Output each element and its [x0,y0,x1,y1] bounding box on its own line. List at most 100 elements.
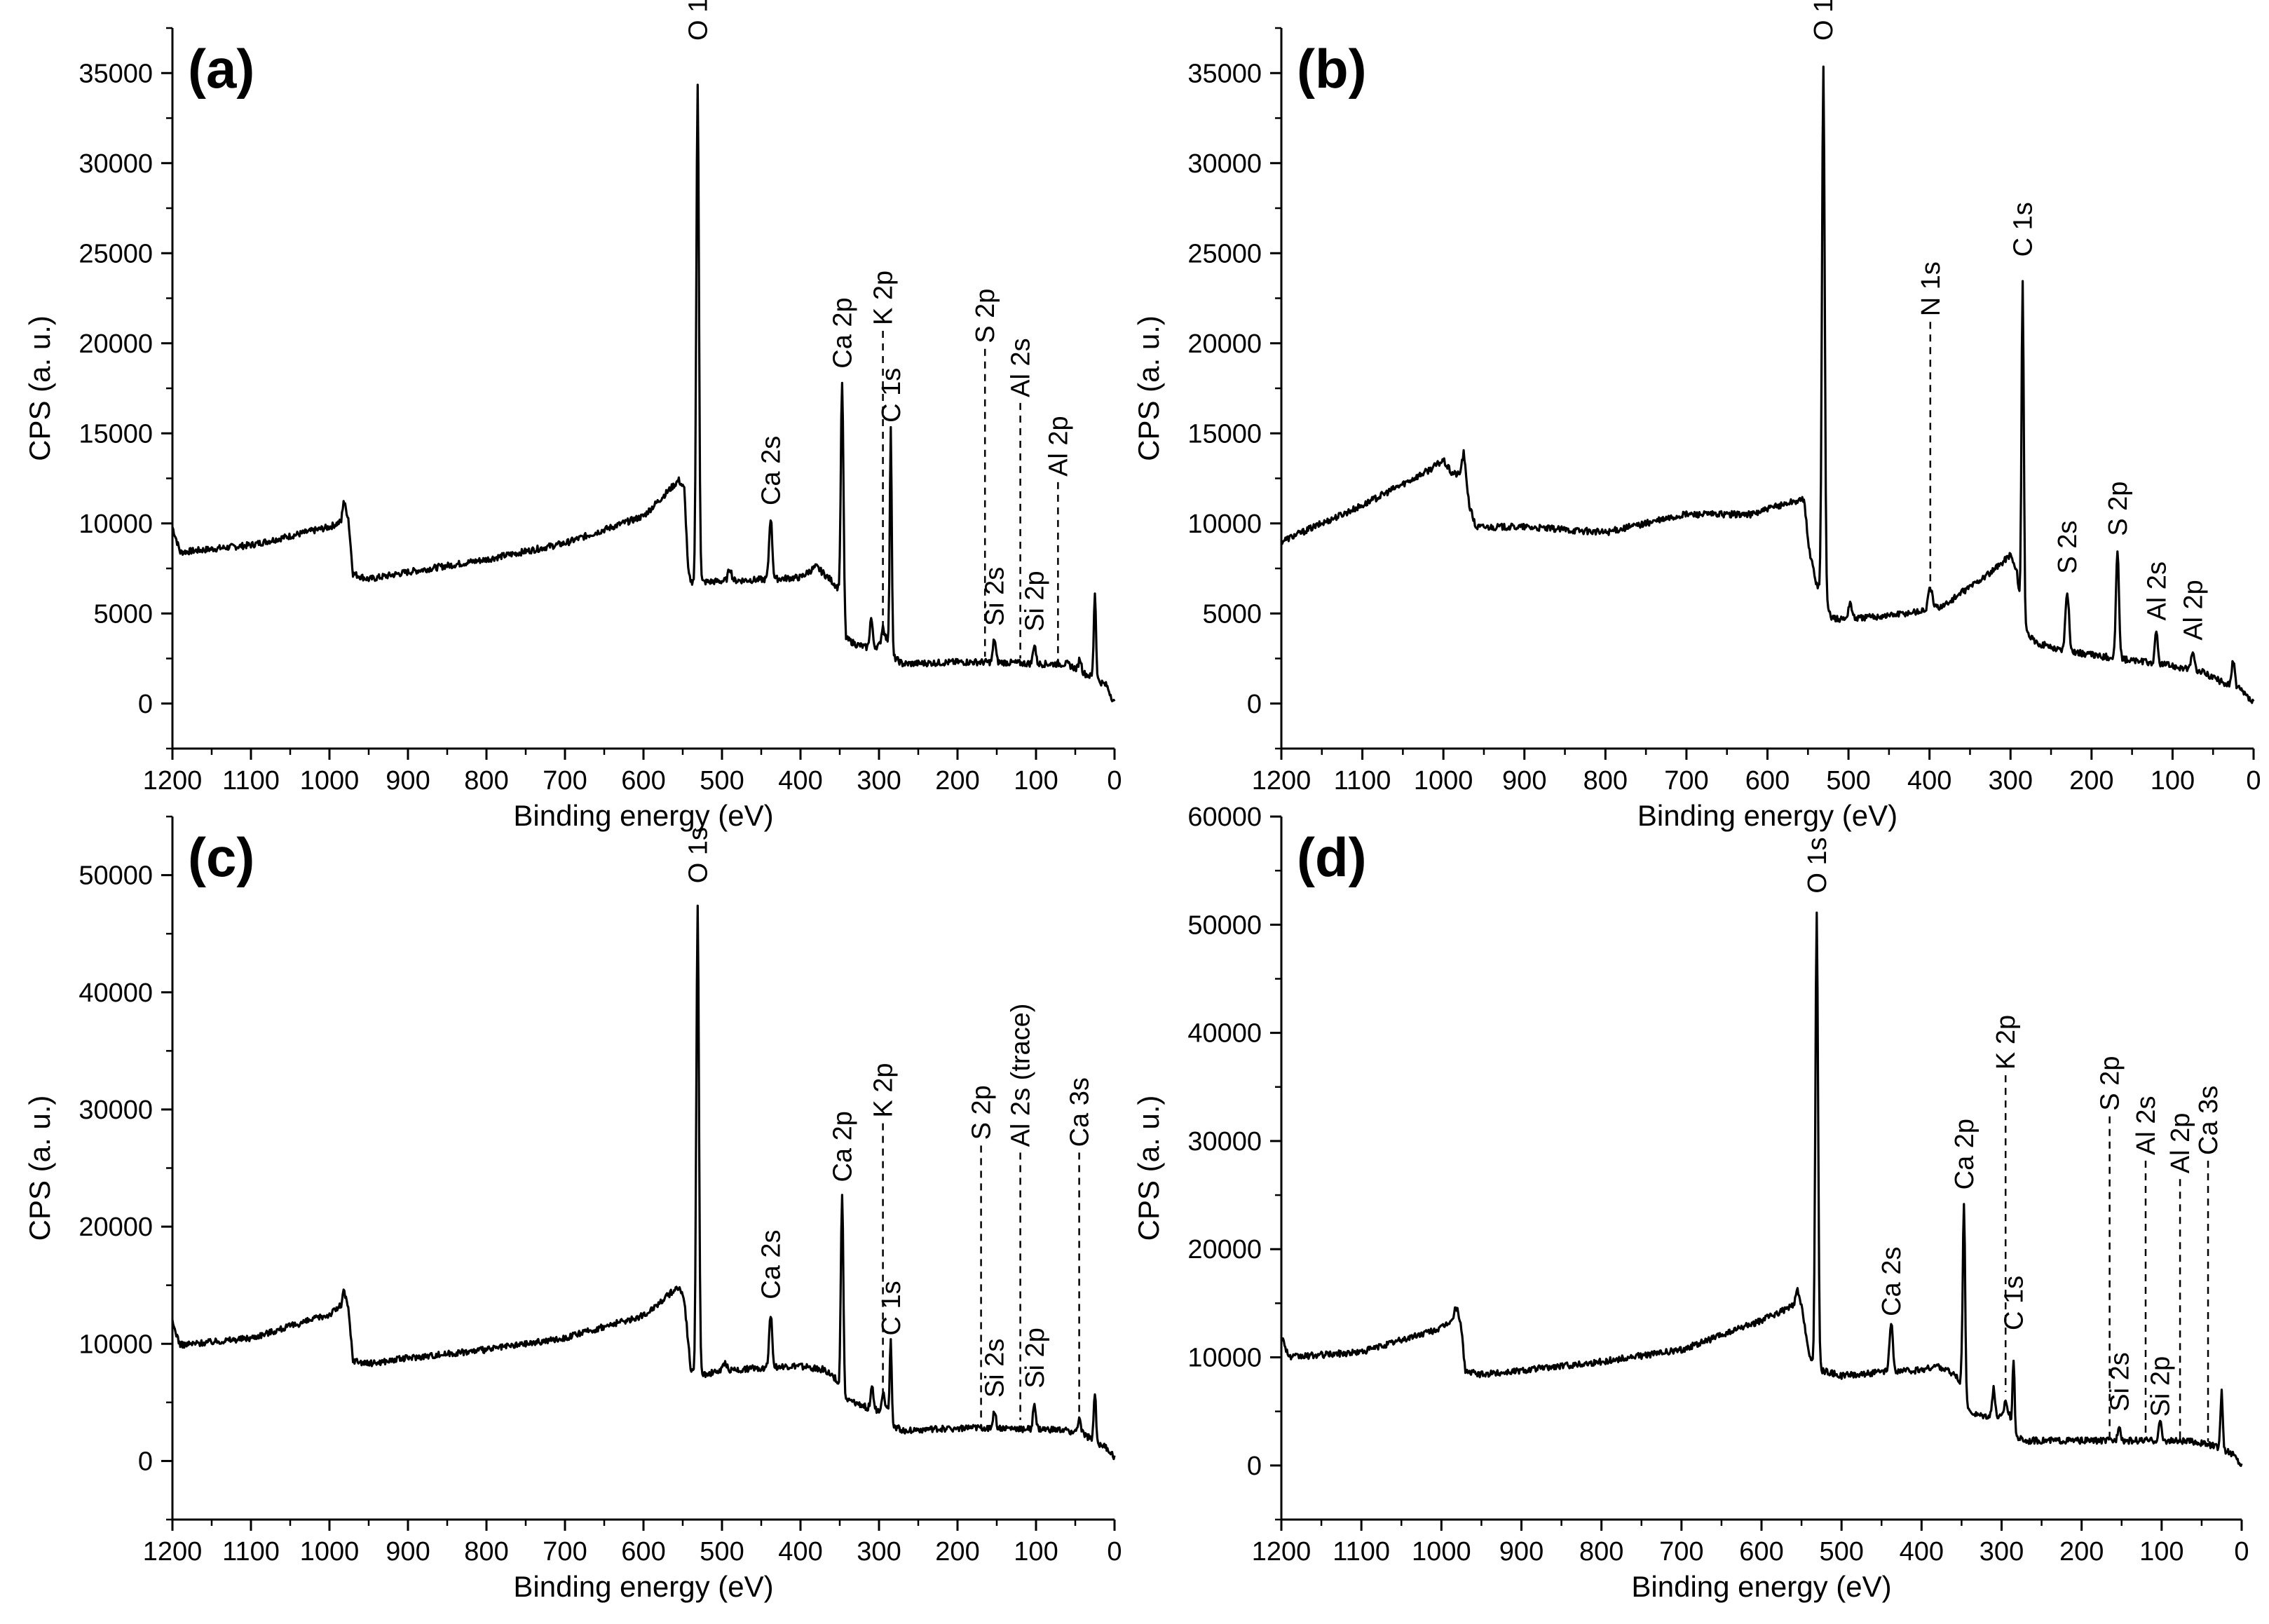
peak-label-o-1s: O 1s [683,0,713,41]
y-tick-label: 35000 [79,59,153,88]
x-tick-label: 200 [935,766,979,796]
peak-label-ca-2s: Ca 2s [1877,1247,1907,1316]
x-tick-label: 500 [700,766,744,796]
x-tick-label: 700 [1659,1537,1703,1567]
y-tick-label: 50000 [79,861,153,891]
x-tick-label: 1000 [1412,1537,1471,1567]
peak-label-al-2p: Al 2p [2166,1113,2195,1174]
peak-label-ca-3s: Ca 3s [2194,1086,2223,1155]
y-axis-title: CPS (a. u.) [1132,315,1165,461]
peak-label-k-2p: K 2p [1991,1015,2021,1070]
peak-label-ca-2p: Ca 2p [828,297,857,368]
x-tick-label: 700 [543,1537,587,1567]
y-tick-label: 25000 [1187,239,1262,268]
y-tick-label: 5000 [93,599,153,629]
peak-label-ca-2s: Ca 2s [756,436,786,505]
x-tick-label: 1200 [143,1537,203,1567]
x-tick-label: 800 [1579,1537,1623,1567]
peak-label-si-2p: Si 2p [1021,1328,1050,1388]
peak-label-k-2p: K 2p [869,1063,899,1117]
x-tick-label: 100 [1014,1537,1058,1567]
x-tick-label: 1000 [300,766,360,796]
y-tick-label: 20000 [79,329,153,359]
spectrum-line [171,904,1116,1461]
peak-label-c-1s: C 1s [877,368,906,423]
y-axis-title: CPS (a. u.) [23,315,56,461]
peak-label-s-2p: S 2p [2104,482,2133,536]
y-axis-title: CPS (a. u.) [1132,1096,1165,1241]
peak-label-ca-2p: Ca 2p [828,1111,857,1182]
x-tick-label: 100 [2139,1537,2183,1567]
x-tick-label: 900 [1499,1537,1544,1567]
x-tick-label: 600 [1745,766,1790,796]
x-tick-label: 400 [778,766,822,796]
y-axis-title: CPS (a. u.) [23,1096,56,1241]
y-tick-label: 20000 [79,1213,153,1242]
y-tick-label: 0 [138,690,153,719]
x-tick-label: 900 [1502,766,1546,796]
y-tick-label: 10000 [1187,510,1262,539]
peak-label-c-1s: C 1s [877,1281,906,1335]
x-tick-label: 0 [2234,1537,2249,1567]
peak-label-si-2p: Si 2p [1021,571,1050,632]
x-tick-label: 500 [700,1537,744,1567]
peak-label-al-2p: Al 2p [2179,580,2208,641]
peak-label-al-2s: Al 2s [1007,338,1036,397]
x-tick-label: 1100 [1333,1537,1390,1567]
x-tick-label: 1200 [143,766,203,796]
panel-a: 1200 1100 1000 900 800 700 600 500 400 300 200 100 0… [23,0,1122,832]
x-tick-label: 300 [857,766,901,796]
x-axis-title: Binding energy (eV) [513,1570,773,1603]
y-tick-label: 60000 [1187,803,1262,832]
x-tick-label: 0 [1107,766,1122,796]
x-tick-label: 800 [464,766,508,796]
x-tick-label: 100 [2151,766,2195,796]
x-tick-label: 900 [386,766,430,796]
peak-label-si-2p: Si 2p [2146,1356,2176,1417]
panel-b: 1200 1100 1000 900 800 700 600 500 400 300 200 100 0… [1132,0,2261,832]
x-axis-title: Binding energy (eV) [1637,799,1897,832]
peak-label-s-2p: S 2p [971,289,1000,343]
panel-label: (a) [188,38,254,100]
peak-label-s-2p: S 2p [967,1085,997,1140]
x-axis-title: Binding energy (eV) [1631,1570,1891,1603]
peak-label-o-1s: O 1s [683,827,713,883]
x-tick-label: 200 [2069,766,2113,796]
x-tick-label: 1000 [1414,766,1473,796]
x-axis-title: Binding energy (eV) [513,799,773,832]
x-tick-label: 1200 [1252,766,1311,796]
y-tick-label: 40000 [79,978,153,1008]
y-tick-label: 10000 [79,510,153,539]
y-tick-label: 30000 [79,149,153,179]
peak-label-s-2p: S 2p [2096,1056,2125,1111]
y-tick-label: 50000 [1187,910,1262,940]
x-tick-label: 400 [1907,766,1951,796]
peak-label-ca-2s: Ca 2s [756,1229,786,1299]
y-tick-label: 5000 [1202,599,1262,629]
panel-label: (b) [1297,38,1367,100]
spectrum-line [171,83,1116,702]
x-tick-label: 300 [857,1537,901,1567]
peak-label-al-2s-trace: Al 2s (trace) [1007,1004,1036,1147]
x-tick-label: 700 [1664,766,1708,796]
x-tick-label: 200 [2059,1537,2104,1567]
y-tick-label: 20000 [1187,1235,1262,1264]
peak-label-c-1s: C 1s [2000,1276,2029,1330]
peak-label-o-1s: O 1s [1803,837,1832,893]
peak-label-ca-3s: Ca 3s [1065,1077,1095,1147]
x-tick-label: 200 [935,1537,979,1567]
x-tick-label: 1100 [222,766,280,796]
spectrum-line [1280,911,2243,1467]
y-tick-label: 20000 [1187,329,1262,359]
y-tick-label: 30000 [79,1096,153,1125]
x-tick-label: 500 [1819,1537,1863,1567]
y-tick-label: 25000 [79,239,153,268]
peak-label-si-2s: Si 2s [2105,1352,2134,1411]
peak-label-ca-2p: Ca 2p [1950,1119,1980,1189]
peak-label-s-2s: S 2s [2053,521,2083,574]
peak-label-al-2s: Al 2s [2132,1096,2161,1154]
y-tick-label: 30000 [1187,1127,1262,1156]
x-tick-label: 800 [1583,766,1628,796]
y-tick-label: 30000 [1187,149,1262,179]
